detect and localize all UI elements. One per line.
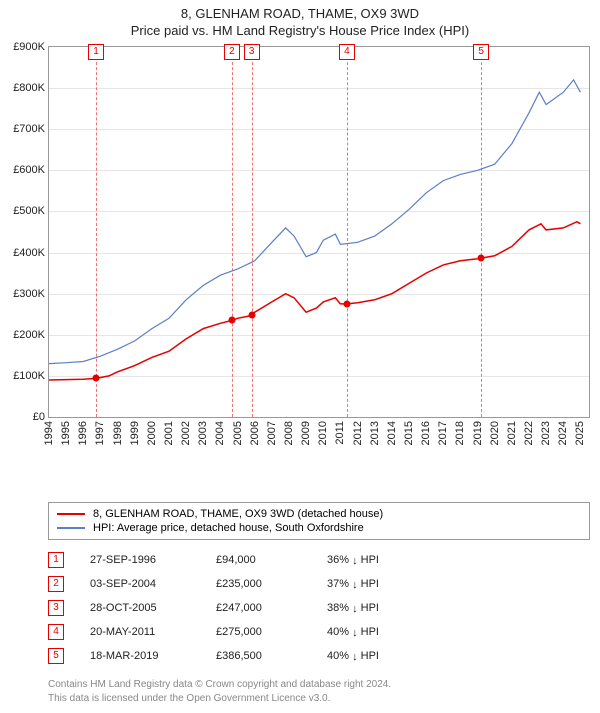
sales-table: 1 27-SEP-1996 £94,000 36% ↓ HPI 2 03-SEP-2004… [48, 548, 590, 668]
sale-row-pct: 38% ↓ HPI [327, 602, 427, 614]
sale-row-pct: 40% ↓ HPI [327, 650, 427, 662]
footer-line1: Contains HM Land Registry data © Crown c… [48, 678, 590, 692]
sale-row-price: £275,000 [216, 626, 301, 638]
chart-subtitle: Price paid vs. HM Land Registry's House … [0, 23, 600, 38]
sale-row-date: 27-SEP-1996 [90, 554, 190, 566]
xtick-label: 2006 [249, 421, 261, 445]
xtick-label: 2010 [317, 421, 329, 445]
legend-item-hpi: HPI: Average price, detached house, Sout… [57, 521, 581, 535]
xtick-label: 2000 [146, 421, 158, 445]
xtick-label: 2001 [163, 421, 175, 445]
ytick-label: £100K [13, 370, 45, 382]
xtick-label: 2003 [197, 421, 209, 445]
xtick-label: 2012 [352, 421, 364, 445]
xtick-label: 1998 [112, 421, 124, 445]
xtick-label: 2018 [454, 421, 466, 445]
xtick-label: 2023 [540, 421, 552, 445]
sale-marker-box: 5 [473, 44, 489, 60]
footer-line2: This data is licensed under the Open Gov… [48, 692, 590, 706]
chart-container: 8, GLENHAM ROAD, THAME, OX9 3WD Price pa… [0, 0, 600, 705]
xtick-label: 1995 [60, 421, 72, 445]
sale-row: 5 18-MAR-2019 £386,500 40% ↓ HPI [48, 644, 590, 668]
plot-area: £0£100K£200K£300K£400K£500K£600K£700K£80… [48, 46, 590, 418]
xtick-label: 1999 [129, 421, 141, 445]
sale-row-date: 03-SEP-2004 [90, 578, 190, 590]
xtick-label: 2008 [283, 421, 295, 445]
xtick-label: 1997 [94, 421, 106, 445]
legend-item-property: 8, GLENHAM ROAD, THAME, OX9 3WD (detache… [57, 507, 581, 521]
legend-swatch-property [57, 513, 85, 515]
xtick-label: 2015 [403, 421, 415, 445]
sale-row-price: £386,500 [216, 650, 301, 662]
xtick-label: 2005 [232, 421, 244, 445]
chart-lines-svg [49, 47, 589, 417]
xtick-label: 2011 [334, 421, 346, 445]
sale-marker-dot [343, 300, 350, 307]
sale-marker-dot [478, 255, 485, 262]
ytick-label: £400K [13, 247, 45, 259]
sale-row-num: 4 [48, 624, 64, 640]
sale-row: 2 03-SEP-2004 £235,000 37% ↓ HPI [48, 572, 590, 596]
sale-marker-dot [92, 375, 99, 382]
xtick-label: 2014 [386, 421, 398, 445]
ytick-label: £800K [13, 82, 45, 94]
sale-row-pct: 37% ↓ HPI [327, 578, 427, 590]
ytick-label: £200K [13, 329, 45, 341]
xtick-label: 1994 [43, 421, 55, 445]
sale-marker-box: 4 [339, 44, 355, 60]
series-line-hpi [49, 80, 580, 364]
sale-marker-box: 3 [244, 44, 260, 60]
ytick-label: £900K [13, 41, 45, 53]
sale-row-num: 2 [48, 576, 64, 592]
xtick-label: 2022 [523, 421, 535, 445]
sale-marker-box: 1 [88, 44, 104, 60]
xtick-label: 2016 [420, 421, 432, 445]
sale-row-num: 5 [48, 648, 64, 664]
xtick-label: 2019 [472, 421, 484, 445]
footer: Contains HM Land Registry data © Crown c… [48, 678, 590, 705]
series-line-property [49, 222, 580, 380]
sale-row-pct: 36% ↓ HPI [327, 554, 427, 566]
sale-row: 3 28-OCT-2005 £247,000 38% ↓ HPI [48, 596, 590, 620]
sale-row-num: 3 [48, 600, 64, 616]
xtick-label: 2025 [574, 421, 586, 445]
ytick-label: £600K [13, 164, 45, 176]
sale-marker-dot [248, 312, 255, 319]
sale-marker-dot [228, 317, 235, 324]
legend-label-property: 8, GLENHAM ROAD, THAME, OX9 3WD (detache… [93, 508, 383, 520]
chart-title-address: 8, GLENHAM ROAD, THAME, OX9 3WD [0, 6, 600, 21]
chart-titles: 8, GLENHAM ROAD, THAME, OX9 3WD Price pa… [0, 0, 600, 40]
xtick-label: 2013 [369, 421, 381, 445]
xtick-label: 2024 [557, 421, 569, 445]
legend: 8, GLENHAM ROAD, THAME, OX9 3WD (detache… [48, 502, 590, 540]
xtick-label: 2020 [489, 421, 501, 445]
ytick-label: £500K [13, 205, 45, 217]
ytick-label: £300K [13, 288, 45, 300]
sale-row-price: £247,000 [216, 602, 301, 614]
sale-row-pct: 40% ↓ HPI [327, 626, 427, 638]
xtick-label: 2021 [506, 421, 518, 445]
sale-row-price: £94,000 [216, 554, 301, 566]
sale-row-date: 28-OCT-2005 [90, 602, 190, 614]
xtick-label: 2007 [266, 421, 278, 445]
sale-row-date: 20-MAY-2011 [90, 626, 190, 638]
xtick-label: 2004 [214, 421, 226, 445]
sale-row: 1 27-SEP-1996 £94,000 36% ↓ HPI [48, 548, 590, 572]
xtick-label: 2009 [300, 421, 312, 445]
sale-row-num: 1 [48, 552, 64, 568]
sale-marker-box: 2 [224, 44, 240, 60]
sale-row-date: 18-MAR-2019 [90, 650, 190, 662]
ytick-label: £700K [13, 123, 45, 135]
sale-row-price: £235,000 [216, 578, 301, 590]
sale-row: 4 20-MAY-2011 £275,000 40% ↓ HPI [48, 620, 590, 644]
xtick-label: 2002 [180, 421, 192, 445]
xtick-label: 1996 [77, 421, 89, 445]
xtick-label: 2017 [437, 421, 449, 445]
legend-label-hpi: HPI: Average price, detached house, Sout… [93, 522, 364, 534]
legend-swatch-hpi [57, 527, 85, 529]
